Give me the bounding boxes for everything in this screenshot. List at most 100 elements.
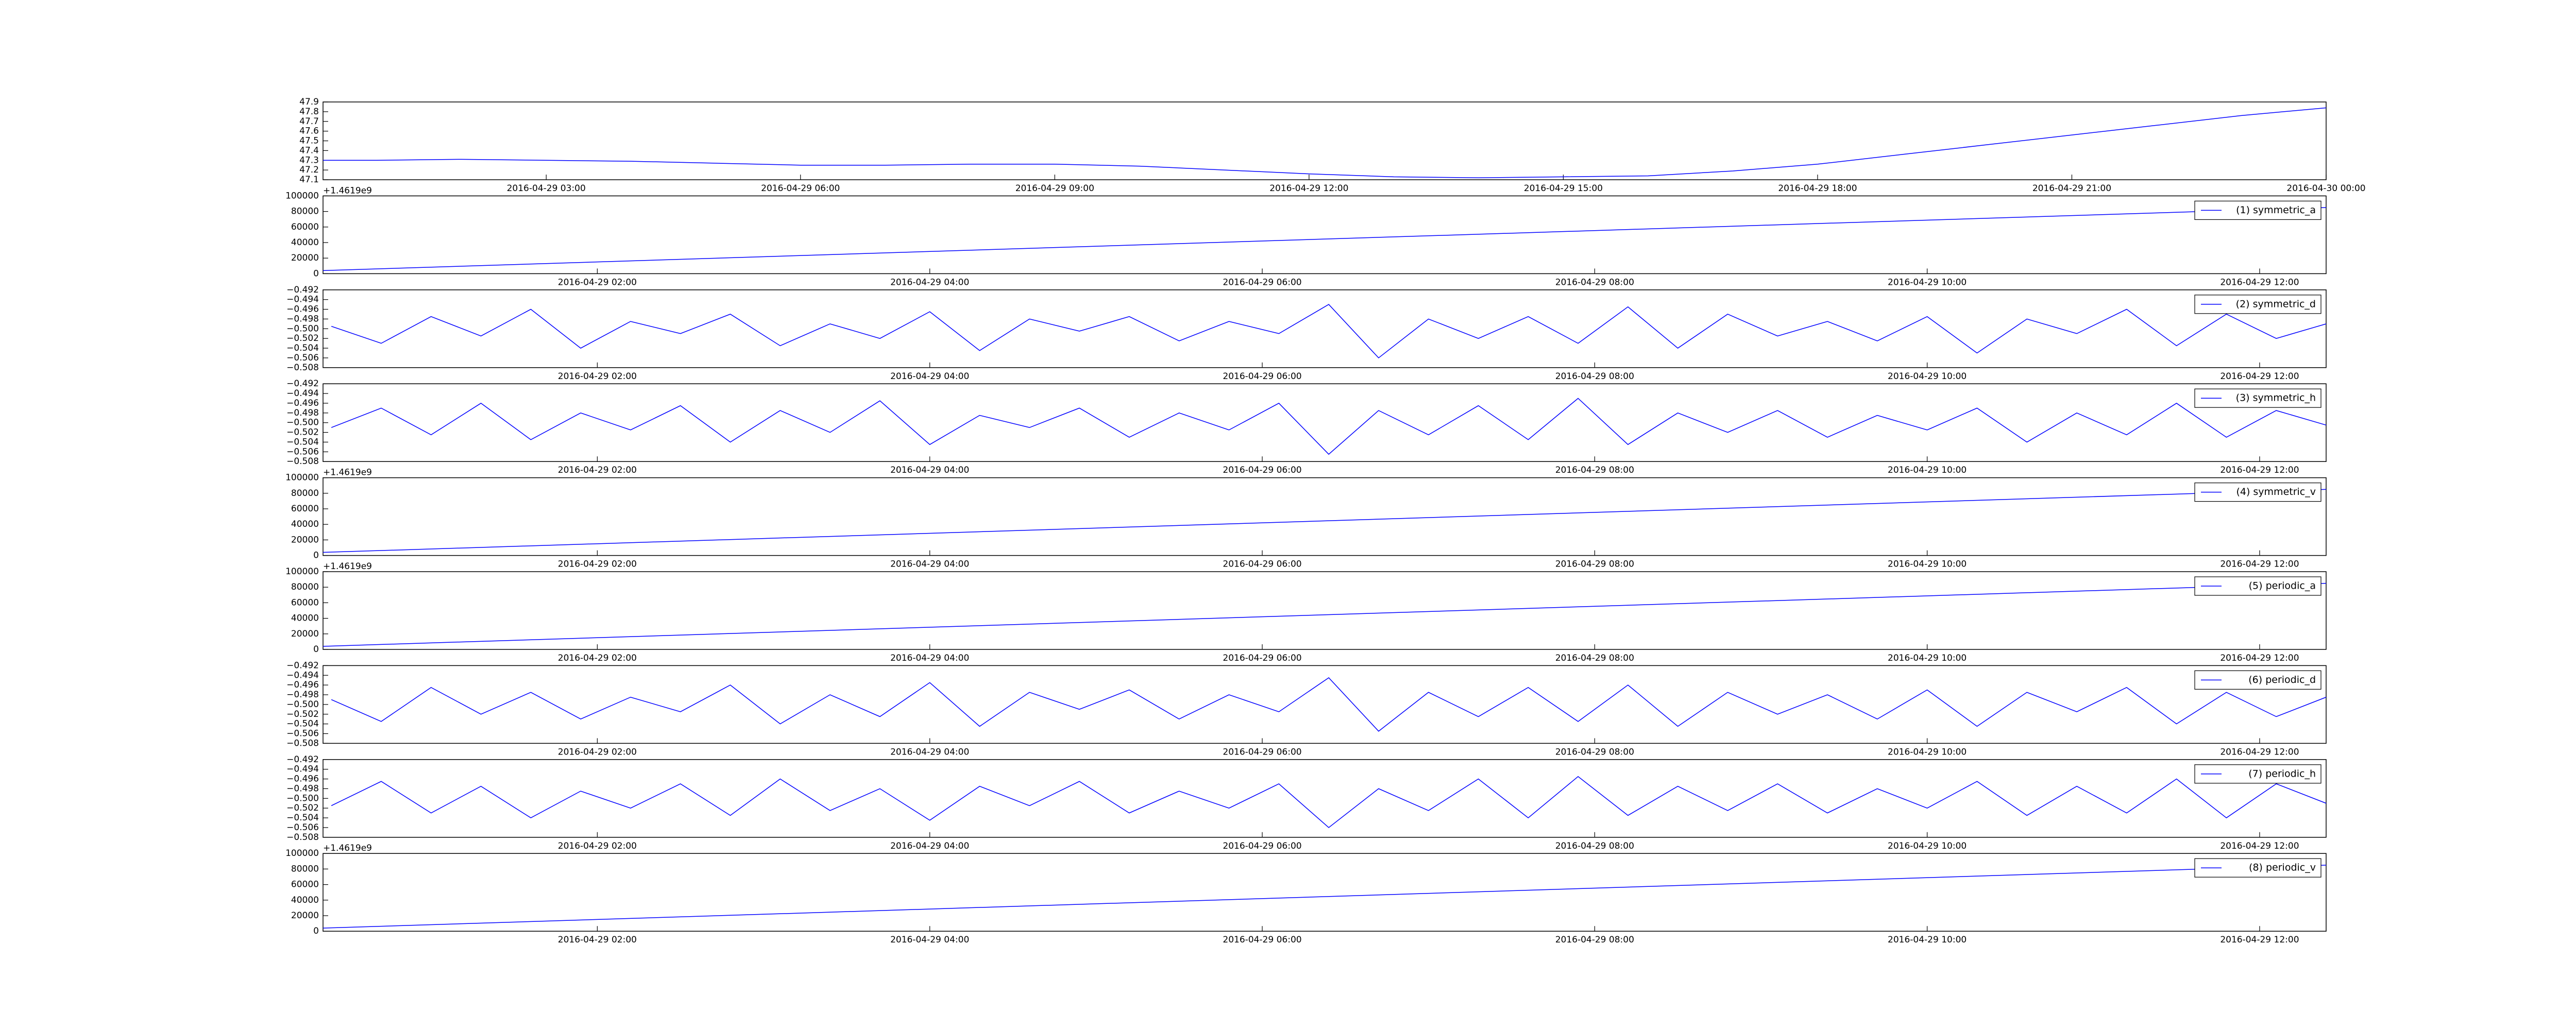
y-tick-label: −0.498 bbox=[286, 690, 319, 700]
x-tick-label: 2016-04-29 12:00 bbox=[2220, 559, 2299, 570]
y-tick-label: 0 bbox=[313, 551, 319, 561]
x-tick-label: 2016-04-29 02:00 bbox=[558, 277, 637, 287]
y-tick-label: 60000 bbox=[291, 880, 319, 890]
legend-label: (1) symmetric_a bbox=[2236, 204, 2316, 216]
y-tick-label: 47.3 bbox=[299, 155, 319, 165]
y-tick-label: −0.504 bbox=[286, 343, 319, 353]
x-tick-label: 2016-04-29 08:00 bbox=[1555, 841, 1634, 851]
x-tick-label: 2016-04-29 08:00 bbox=[1555, 277, 1634, 287]
y-tick-label: −0.496 bbox=[286, 304, 319, 315]
y-tick-label: −0.506 bbox=[286, 729, 319, 739]
y-tick-label: −0.494 bbox=[286, 388, 319, 399]
data-line bbox=[323, 489, 2327, 553]
x-tick-label: 2016-04-29 02:00 bbox=[558, 935, 637, 945]
x-tick-label: 2016-04-29 12:00 bbox=[2220, 747, 2299, 757]
y-tick-label: −0.504 bbox=[286, 437, 319, 447]
x-tick-label: 2016-04-29 04:00 bbox=[890, 653, 969, 663]
axes-frame bbox=[323, 289, 2327, 368]
x-tick-label: 2016-04-29 12:00 bbox=[2220, 653, 2299, 663]
x-tick-label: 2016-04-29 02:00 bbox=[558, 653, 637, 663]
y-tick-label: 47.5 bbox=[299, 136, 319, 146]
y-tick-label: −0.496 bbox=[286, 774, 319, 784]
x-tick-label: 2016-04-29 08:00 bbox=[1555, 653, 1634, 663]
x-tick-label: 2016-04-29 10:00 bbox=[1888, 653, 1967, 663]
x-tick-label: 2016-04-29 06:00 bbox=[1223, 465, 1301, 475]
y-tick-label: 40000 bbox=[291, 613, 319, 624]
x-tick-label: 2016-04-29 10:00 bbox=[1888, 465, 1967, 475]
y-tick-label: 100000 bbox=[285, 191, 319, 201]
y-tick-label: −0.492 bbox=[286, 285, 319, 295]
y-offset-label: +1.4619e9 bbox=[323, 468, 372, 478]
x-tick-label: 2016-04-29 10:00 bbox=[1888, 935, 1967, 945]
x-tick-label: 2016-04-29 09:00 bbox=[1015, 183, 1094, 194]
axes-frame bbox=[323, 195, 2327, 274]
y-offset-label: +1.4619e9 bbox=[323, 843, 372, 853]
legend-label: (5) periodic_a bbox=[2249, 580, 2316, 592]
y-tick-label: −0.496 bbox=[286, 680, 319, 690]
y-tick-label: 0 bbox=[313, 268, 319, 279]
x-tick-label: 2016-04-29 06:00 bbox=[1223, 653, 1301, 663]
x-tick-label: 2016-04-29 04:00 bbox=[890, 371, 969, 382]
x-tick-label: 2016-04-29 08:00 bbox=[1555, 559, 1634, 570]
y-tick-label: 47.9 bbox=[299, 97, 319, 107]
y-tick-label: −0.500 bbox=[286, 699, 319, 710]
y-tick-label: −0.496 bbox=[286, 398, 319, 408]
x-tick-label: 2016-04-29 03:00 bbox=[507, 183, 586, 194]
y-tick-label: 40000 bbox=[291, 519, 319, 529]
y-tick-label: 47.8 bbox=[299, 107, 319, 117]
y-offset-label: +1.4619e9 bbox=[323, 561, 372, 572]
y-offset-label: +1.4619e9 bbox=[323, 185, 372, 196]
x-tick-label: 2016-04-29 10:00 bbox=[1888, 277, 1967, 287]
legend-label: (2) symmetric_d bbox=[2236, 298, 2316, 310]
data-line bbox=[323, 582, 2327, 647]
y-tick-label: 47.1 bbox=[299, 175, 319, 185]
data-line bbox=[331, 677, 2327, 732]
legend-label: (8) periodic_v bbox=[2249, 862, 2316, 873]
x-tick-label: 2016-04-29 06:00 bbox=[1223, 935, 1301, 945]
x-tick-label: 2016-04-29 06:00 bbox=[1223, 559, 1301, 570]
y-tick-label: −0.498 bbox=[286, 314, 319, 324]
axes-frame bbox=[323, 759, 2327, 838]
y-tick-label: −0.502 bbox=[286, 427, 319, 438]
y-tick-label: 80000 bbox=[291, 864, 319, 874]
data-line bbox=[331, 776, 2327, 828]
y-tick-label: −0.494 bbox=[286, 295, 319, 305]
data-line bbox=[323, 207, 2327, 271]
y-tick-label: 47.6 bbox=[299, 126, 319, 136]
y-tick-label: 40000 bbox=[291, 237, 319, 248]
y-tick-label: 100000 bbox=[285, 566, 319, 577]
y-tick-label: 60000 bbox=[291, 504, 319, 514]
y-tick-label: −0.508 bbox=[286, 363, 319, 373]
x-tick-label: 2016-04-29 15:00 bbox=[1524, 183, 1603, 194]
y-tick-label: −0.498 bbox=[286, 783, 319, 794]
x-tick-label: 2016-04-29 08:00 bbox=[1555, 747, 1634, 757]
data-line bbox=[331, 304, 2327, 358]
legend-label: (4) symmetric_v bbox=[2236, 486, 2316, 497]
x-tick-label: 2016-04-29 02:00 bbox=[558, 559, 637, 570]
x-tick-label: 2016-04-30 00:00 bbox=[2286, 183, 2365, 194]
x-tick-label: 2016-04-29 12:00 bbox=[2220, 465, 2299, 475]
x-tick-label: 2016-04-29 10:00 bbox=[1888, 747, 1967, 757]
y-tick-label: 20000 bbox=[291, 911, 319, 921]
y-tick-label: −0.502 bbox=[286, 333, 319, 344]
x-tick-label: 2016-04-29 12:00 bbox=[2220, 371, 2299, 382]
y-tick-label: 80000 bbox=[291, 488, 319, 499]
y-tick-label: 80000 bbox=[291, 582, 319, 592]
y-tick-label: 47.2 bbox=[299, 165, 319, 175]
y-tick-label: 20000 bbox=[291, 253, 319, 263]
axes-frame bbox=[323, 571, 2327, 650]
y-tick-label: −0.508 bbox=[286, 456, 319, 467]
y-tick-label: −0.500 bbox=[286, 793, 319, 803]
y-tick-label: 60000 bbox=[291, 597, 319, 608]
x-tick-label: 2016-04-29 04:00 bbox=[890, 559, 969, 570]
y-tick-label: 47.7 bbox=[299, 116, 319, 127]
x-tick-label: 2016-04-29 04:00 bbox=[890, 465, 969, 475]
x-tick-label: 2016-04-29 06:00 bbox=[1223, 277, 1301, 287]
y-tick-label: −0.506 bbox=[286, 353, 319, 363]
legend-label: (3) symmetric_h bbox=[2236, 392, 2316, 404]
x-tick-label: 2016-04-29 12:00 bbox=[2220, 841, 2299, 851]
legend-label: (7) periodic_h bbox=[2248, 768, 2316, 779]
x-tick-label: 2016-04-29 02:00 bbox=[558, 841, 637, 851]
